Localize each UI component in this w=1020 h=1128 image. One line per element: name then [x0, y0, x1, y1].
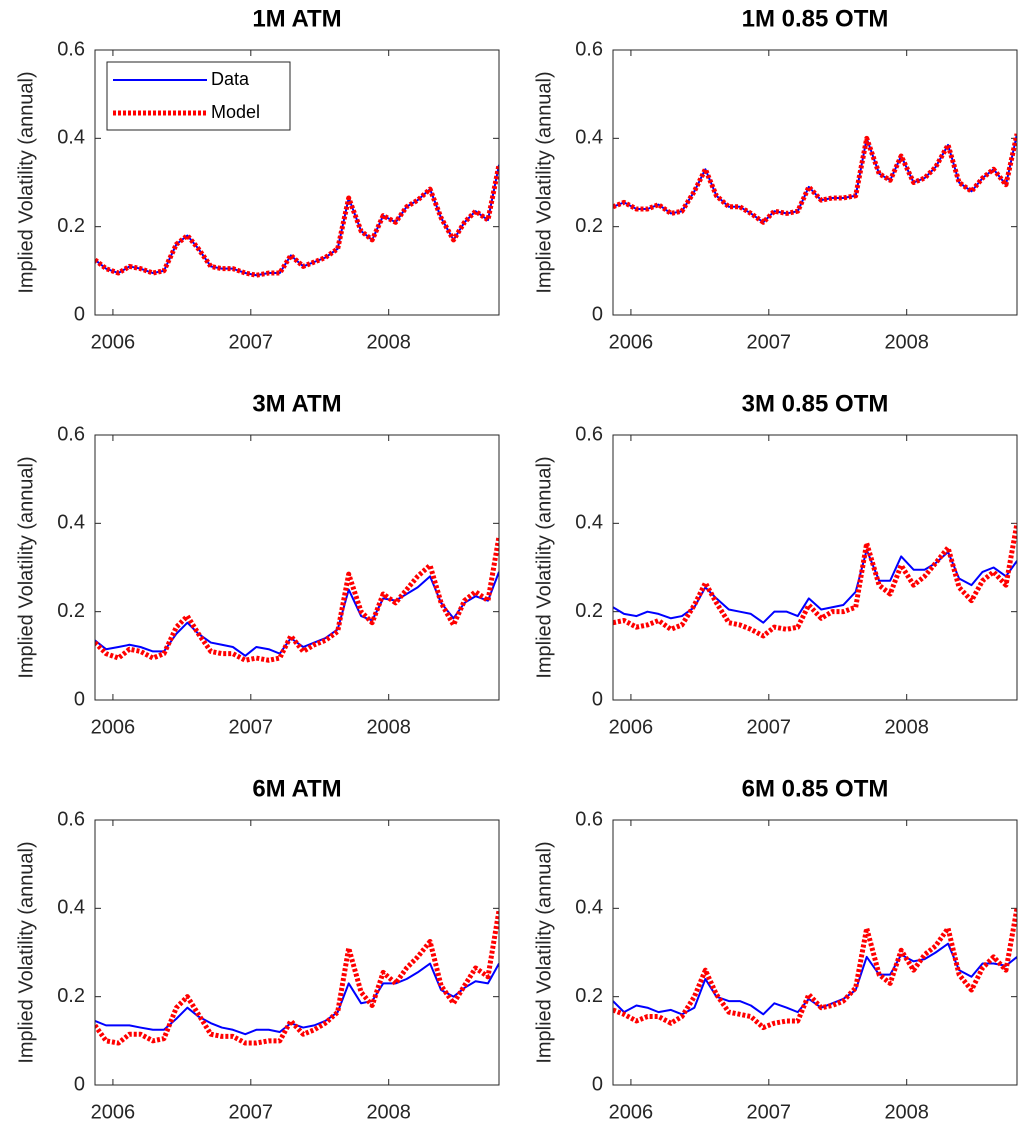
y-tick-label: 0 [592, 303, 603, 325]
chart-title: 1M ATM [252, 5, 341, 32]
y-axis-label: Implied Volatility (annual) [15, 71, 37, 293]
subplot: 0 0.2 0.4 0.6 2006 2007 2008 1M 0.85 OTM Implied… [533, 5, 1018, 353]
x-tick-label: 2007 [229, 1101, 274, 1123]
plot-area [95, 910, 499, 1046]
axes-frame [94, 819, 500, 1086]
y-tick-label: 0.6 [575, 423, 603, 445]
subplot: 0 0.2 0.4 0.6 2006 2007 2008 6M ATM Implied Vola… [15, 775, 500, 1123]
x-tick-label: 2007 [229, 331, 274, 353]
axes-background [613, 50, 1017, 315]
x-tick-label: 2006 [91, 716, 136, 738]
axes-frame [94, 49, 500, 316]
chart-title: 3M 0.85 OTM [742, 390, 889, 417]
x-tick-label: 2007 [747, 1101, 792, 1123]
y-tick-label: 0.2 [575, 215, 603, 237]
y-tick-label: 0.4 [57, 897, 85, 919]
subplot: 0 0.2 0.4 0.6 2006 2007 2008 6M 0.85 OTM Implied… [533, 775, 1018, 1123]
x-tick-label: 2008 [884, 1101, 929, 1123]
y-tick-label: 0.6 [575, 808, 603, 830]
y-axis-label: Implied Volatility (annual) [533, 841, 555, 1063]
series-line [95, 164, 499, 278]
chart-title: 6M ATM [252, 775, 341, 802]
x-tick-label: 2006 [91, 331, 136, 353]
plot-area [613, 133, 1017, 225]
axes-frame [612, 49, 1018, 316]
axes-frame [94, 434, 500, 701]
x-tick-label: 2006 [609, 716, 654, 738]
subplot: 0 0.2 0.4 0.6 2006 2007 2008 3M ATM Implied Vola… [15, 390, 500, 738]
y-axis-label: Implied Volatility (annual) [15, 456, 37, 678]
series-line [95, 910, 499, 1046]
x-tick-label: 2006 [609, 1101, 654, 1123]
y-tick-label: 0.2 [57, 215, 85, 237]
y-tick-label: 0.6 [57, 808, 85, 830]
y-tick-label: 0 [74, 1073, 85, 1095]
y-tick-label: 0.4 [575, 512, 603, 534]
y-tick-label: 0.2 [575, 600, 603, 622]
x-tick-label: 2007 [747, 716, 792, 738]
axes-background [95, 820, 499, 1085]
plot-area [613, 907, 1017, 1031]
x-tick-label: 2008 [366, 1101, 411, 1123]
chart-title: 1M 0.85 OTM [742, 5, 889, 32]
y-axis-label: Implied Volatility (annual) [15, 841, 37, 1063]
y-axis-label: Implied Volatility (annual) [533, 71, 555, 293]
y-tick-label: 0.2 [575, 985, 603, 1007]
x-tick-label: 2008 [366, 331, 411, 353]
y-tick-label: 0.2 [57, 600, 85, 622]
plot-area [613, 522, 1017, 639]
x-tick-label: 2006 [91, 1101, 136, 1123]
chart-title: 3M ATM [252, 390, 341, 417]
series-line [613, 522, 1017, 639]
legend-box [106, 61, 291, 131]
y-tick-label: 0 [74, 303, 85, 325]
y-tick-label: 0.6 [57, 38, 85, 60]
axes-background [613, 435, 1017, 700]
y-tick-label: 0 [592, 688, 603, 710]
axes-frame [612, 434, 1018, 701]
chart-title: 6M 0.85 OTM [742, 775, 889, 802]
series-line [95, 536, 499, 663]
axes-frame [612, 819, 1018, 1086]
y-tick-label: 0.4 [57, 512, 85, 534]
y-tick-label: 0.4 [575, 897, 603, 919]
y-tick-label: 0.4 [575, 127, 603, 149]
series-line [613, 907, 1017, 1031]
y-tick-label: 0.6 [575, 38, 603, 60]
y-tick-label: 0.2 [57, 985, 85, 1007]
plot-area [95, 536, 499, 663]
plot-area [95, 164, 499, 278]
x-tick-label: 2008 [884, 331, 929, 353]
x-tick-label: 2006 [609, 331, 654, 353]
axes-background [95, 435, 499, 700]
y-tick-label: 0 [74, 688, 85, 710]
legend-label: Model [211, 102, 260, 122]
axes-background [613, 820, 1017, 1085]
legend-label: Data [211, 69, 250, 89]
y-tick-label: 0 [592, 1073, 603, 1095]
y-tick-label: 0.6 [57, 423, 85, 445]
subplot: 0 0.2 0.4 0.6 2006 2007 2008 1M ATM Implied Vola… [15, 5, 500, 353]
x-tick-label: 2007 [747, 331, 792, 353]
series-line [613, 133, 1017, 225]
x-tick-label: 2007 [229, 716, 274, 738]
y-axis-label: Implied Volatility (annual) [533, 456, 555, 678]
subplot: 0 0.2 0.4 0.6 2006 2007 2008 3M 0.85 OTM Implied… [533, 390, 1018, 738]
y-tick-label: 0.4 [57, 127, 85, 149]
x-tick-label: 2008 [884, 716, 929, 738]
x-tick-label: 2008 [366, 716, 411, 738]
